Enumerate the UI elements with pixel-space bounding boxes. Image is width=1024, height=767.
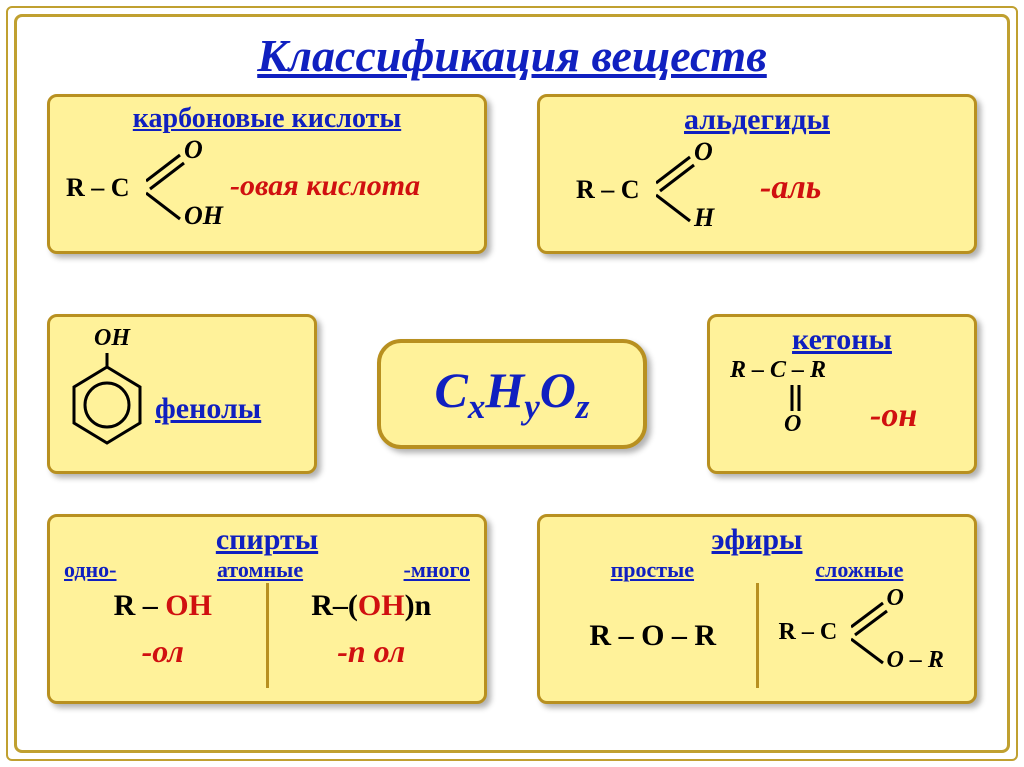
ether-o-bottom: O – R: [887, 647, 944, 674]
slide-title: Классификация веществ: [47, 29, 977, 82]
part-oh: OH: [165, 589, 212, 622]
alc-right-suffix: -n ол: [269, 633, 475, 670]
formula-oh: OH: [184, 201, 223, 231]
alc-right-formula: R–(OH)n: [269, 589, 475, 623]
benzene-ring: [66, 353, 148, 453]
formula-prefix: R – C: [576, 175, 640, 205]
phenol-oh: OH: [94, 325, 130, 352]
part: R –: [114, 589, 166, 622]
center-formula: CxHyOz: [434, 361, 589, 427]
card-title: фенолы: [155, 392, 261, 426]
part: R–(: [311, 589, 358, 622]
formula-prefix: R – C: [66, 173, 130, 203]
card-carboxylic: карбоновые кислоты R – C O OH -овая кисл…: [47, 94, 487, 254]
card-title: кетоны: [720, 323, 964, 357]
ketone-formula: R – C – R: [730, 357, 826, 384]
slide-frame: Классификация веществ карбоновые кислоты…: [14, 14, 1010, 753]
sub-right: -много: [404, 557, 470, 583]
ketone-o: O: [784, 411, 801, 438]
part-oh: OH: [358, 589, 405, 622]
sub-left: простые: [611, 557, 694, 583]
card-aldehyde: альдегиды R – C O H -аль: [537, 94, 977, 254]
formula-h: H: [694, 203, 714, 233]
card-title: спирты: [60, 523, 474, 557]
sub-mid: атомные: [217, 557, 303, 583]
card-title: альдегиды: [550, 103, 964, 137]
card-alcohol: спирты одно- атомные -много R – OH -ол R…: [47, 514, 487, 704]
alc-left-suffix: -ол: [60, 633, 266, 670]
card-phenol: OH фенолы: [47, 314, 317, 474]
suffix: -овая кислота: [230, 169, 420, 203]
diagram-grid: карбоновые кислоты R – C O OH -овая кисл…: [47, 94, 977, 730]
card-ketone: кетоны R – C – R O -он: [707, 314, 977, 474]
card-ether: эфиры простые сложные R – O – R R – C O: [537, 514, 977, 704]
card-title: эфиры: [550, 523, 964, 557]
part: )n: [405, 589, 432, 622]
card-title: карбоновые кислоты: [60, 103, 474, 135]
formula-o: O: [694, 137, 713, 167]
card-center: CxHyOz: [377, 339, 647, 449]
suffix: -он: [870, 397, 917, 435]
formula-o: O: [184, 135, 203, 165]
alc-left-formula: R – OH: [60, 589, 266, 623]
sub-left: одно-: [64, 557, 117, 583]
suffix: -аль: [760, 169, 821, 207]
ether-o-top: O: [887, 585, 904, 612]
sub-right: сложные: [815, 557, 903, 583]
ether-left-formula: R – O – R: [589, 619, 716, 653]
ether-prefix: R – C: [779, 619, 838, 646]
